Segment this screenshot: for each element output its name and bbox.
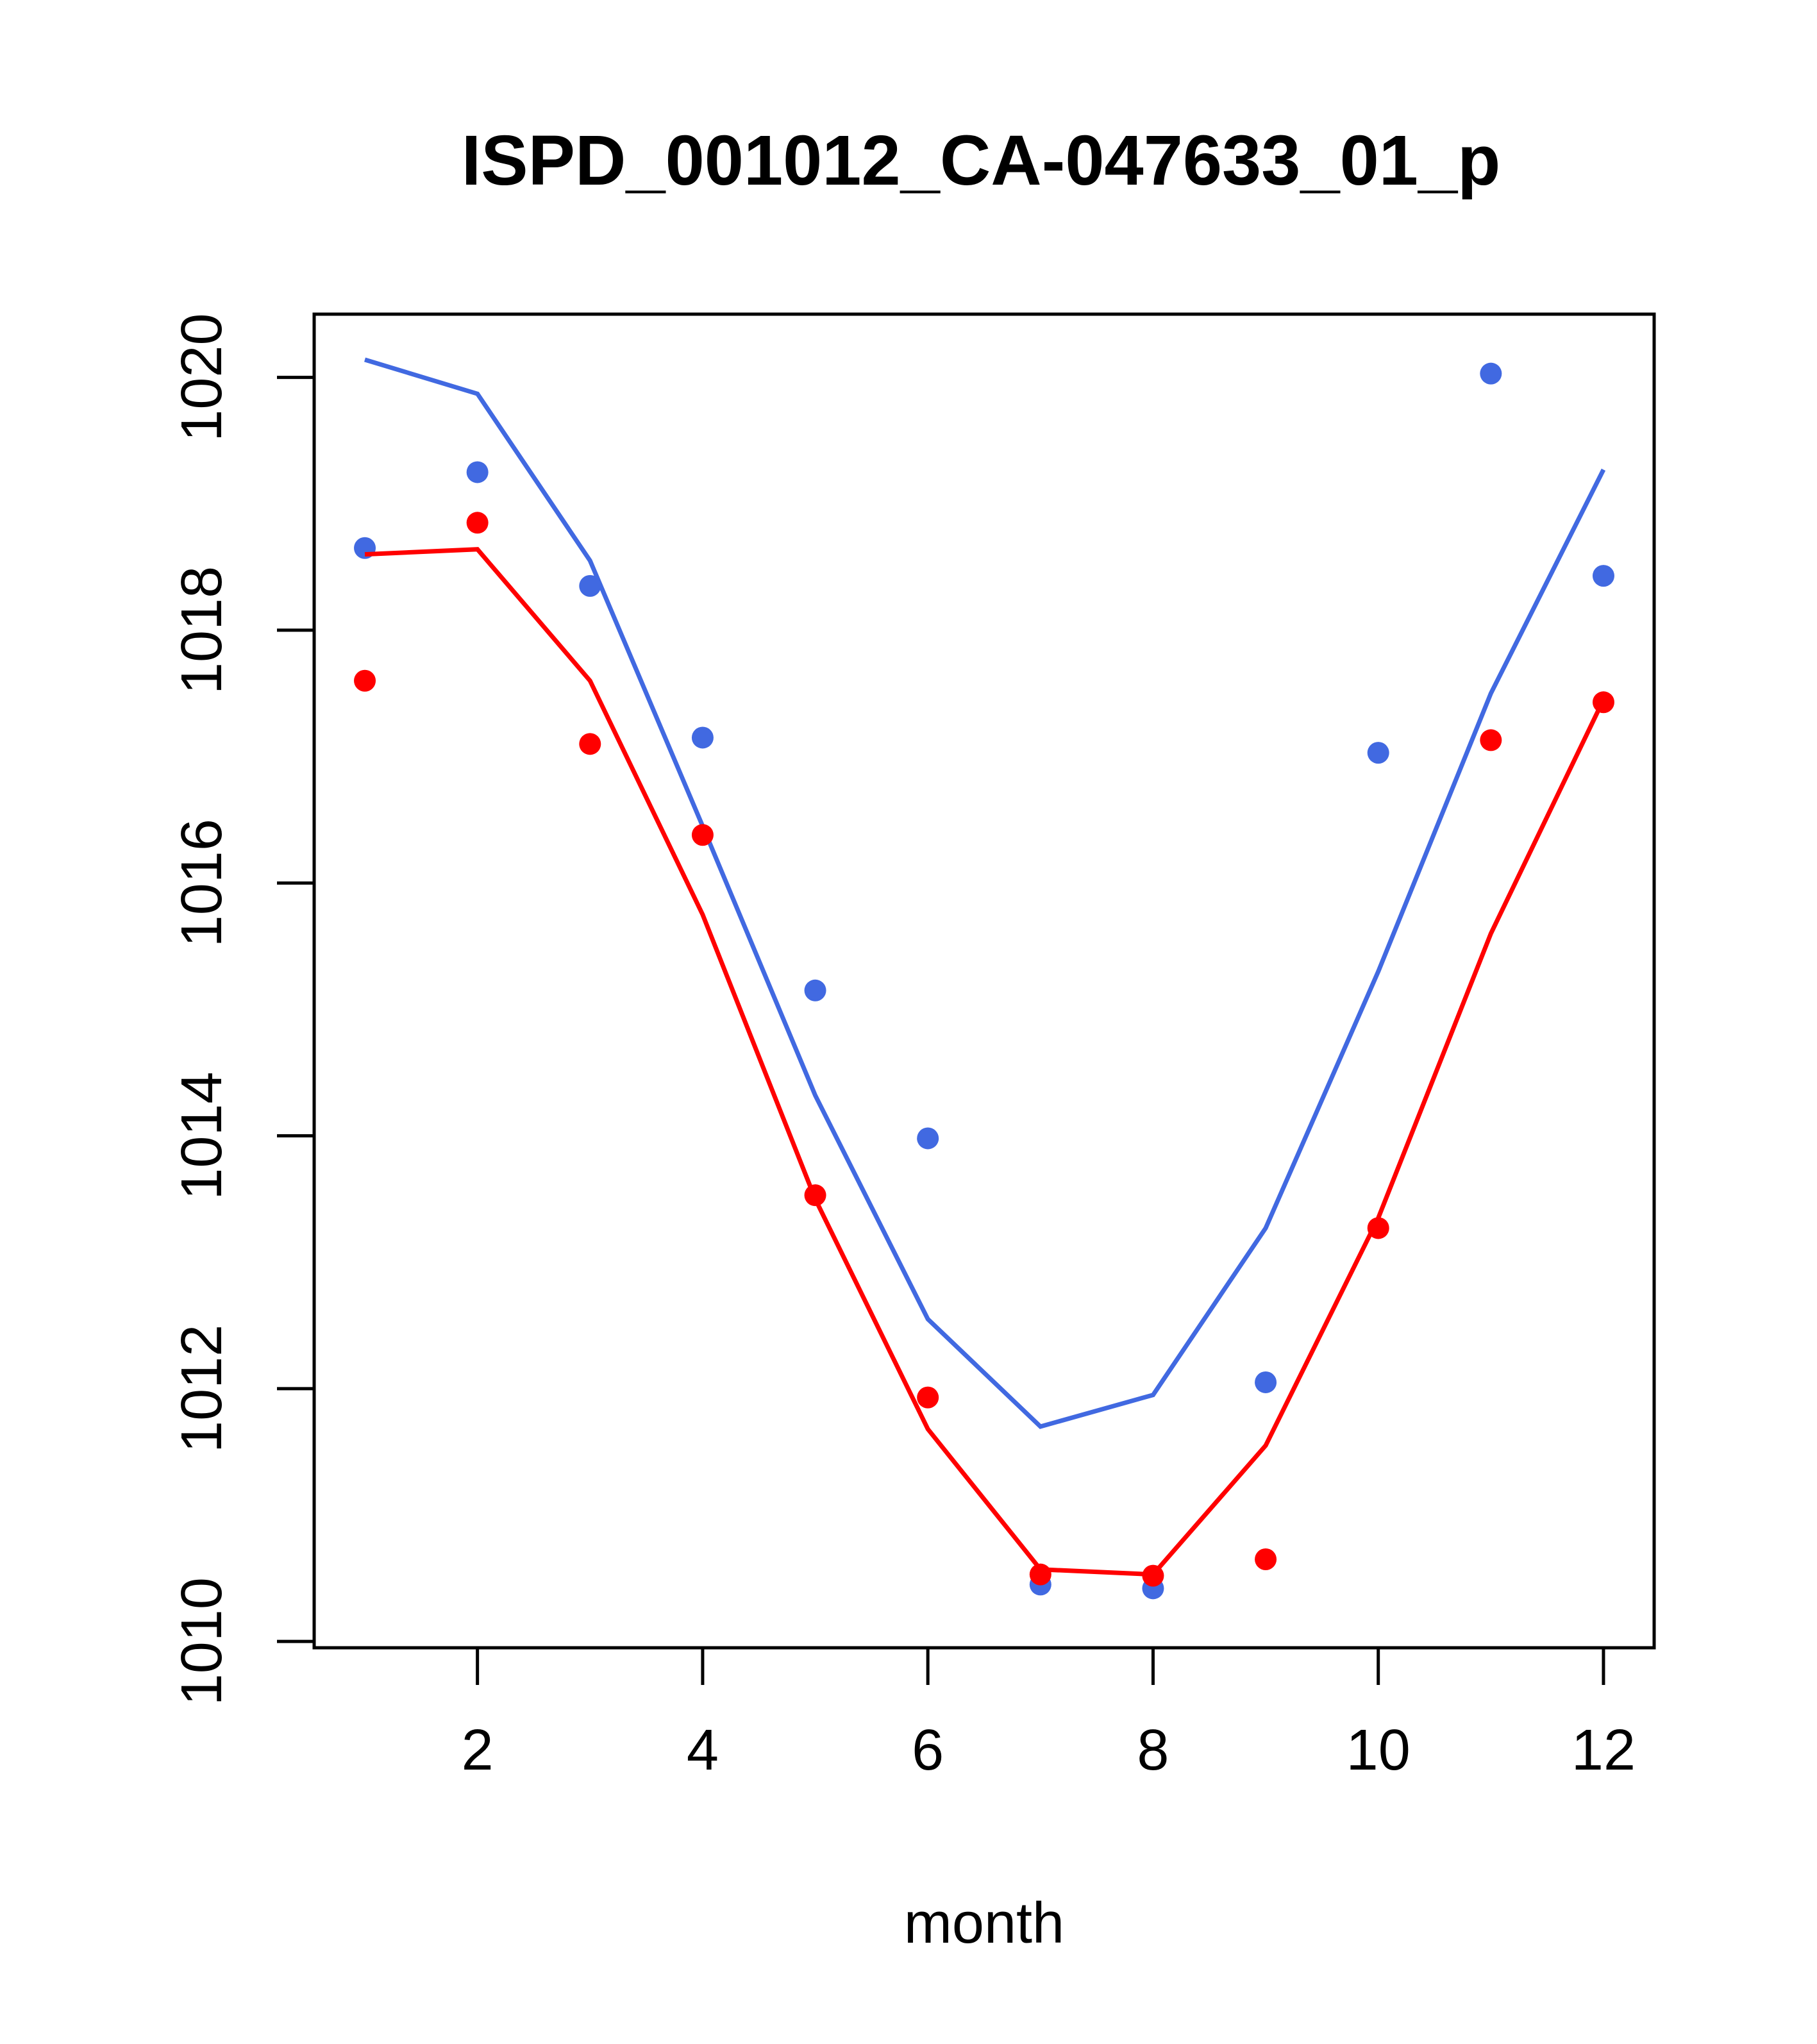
red-points-point [354, 669, 376, 692]
blue-line-series [364, 357, 1606, 1429]
red-points-point [691, 824, 714, 846]
blue-points-point [466, 461, 489, 483]
y-axis: 1010 1012 1014 1016 1018 1020 [170, 313, 316, 1705]
x-axis-label: month [904, 1891, 1064, 1956]
blue-points-point [804, 979, 826, 1001]
y-tick-label: 1018 [170, 566, 234, 694]
y-tick-label: 1016 [170, 819, 234, 947]
x-tick-label: 4 [687, 1718, 719, 1782]
chart-title: ISPD_001012_CA-047633_01_p [462, 121, 1501, 200]
y-tick-label: 1020 [170, 313, 234, 441]
red-points-point [1480, 729, 1502, 751]
red-points-point [917, 1386, 939, 1409]
y-tick-label: 1014 [170, 1071, 234, 1200]
x-tick-label: 12 [1571, 1718, 1636, 1782]
blue-points-point [1255, 1371, 1277, 1393]
red-line-series [364, 547, 1606, 1577]
blue-points-point [1367, 742, 1389, 764]
series-layer [354, 357, 1614, 1600]
y-tick-label: 1010 [170, 1577, 234, 1705]
red-points-point [1255, 1548, 1277, 1570]
blue-points-point [579, 574, 601, 597]
red-points-point [579, 733, 601, 755]
red-points-point [466, 512, 489, 534]
x-tick-label: 2 [462, 1718, 494, 1782]
x-tick-label: 6 [912, 1718, 944, 1782]
x-tick-label: 10 [1346, 1718, 1411, 1782]
blue-points-point [1480, 362, 1502, 385]
blue-points-point [917, 1127, 939, 1150]
x-axis: 2 4 6 8 10 12 [462, 1646, 1636, 1782]
blue-points-point [1592, 565, 1614, 587]
plot-frame [312, 312, 1656, 1650]
blue-points-point [691, 726, 714, 749]
y-tick-label: 1012 [170, 1325, 234, 1453]
x-tick-label: 8 [1137, 1718, 1169, 1782]
